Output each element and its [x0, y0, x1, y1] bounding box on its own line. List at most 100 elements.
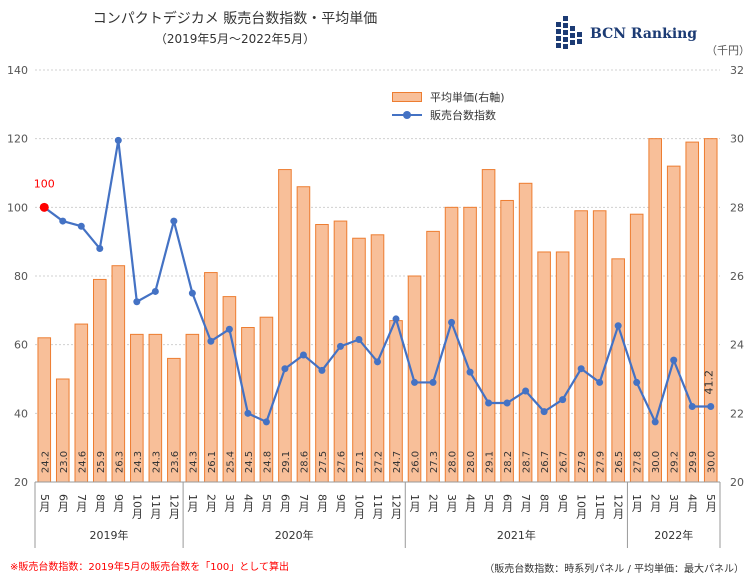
price-bar-label: 26.0 [411, 451, 422, 473]
sales-index-point [522, 387, 530, 395]
left-axis-tick-label: 60 [14, 339, 28, 352]
price-bar-label: 30.0 [651, 451, 662, 473]
month-tick-label: 12月 [167, 494, 180, 519]
sales-index-point [336, 342, 344, 350]
sales-index-point [225, 325, 233, 333]
sales-index-point [559, 396, 567, 404]
sales-index-end-label: 41.2 [703, 370, 716, 395]
price-bar-label: 27.3 [429, 451, 440, 473]
chart-subtitle: （2019年5月～2022年5月） [154, 32, 316, 46]
price-bar-label: 25.9 [96, 451, 107, 473]
price-bar [611, 258, 625, 483]
sales-index-point [96, 245, 104, 253]
month-tick-label: 3月 [223, 494, 236, 512]
sales-index-point [411, 378, 419, 386]
price-bar-label: 26.5 [614, 451, 625, 473]
price-bar [555, 251, 570, 483]
price-bar [481, 169, 496, 483]
month-tick-label: 3月 [667, 494, 680, 512]
month-tick-label: 7月 [75, 494, 88, 512]
price-bar-label: 27.8 [633, 451, 644, 473]
right-axis-tick-label: 20 [730, 476, 744, 489]
sales-index-point [114, 136, 122, 144]
month-tick-label: 6月 [501, 494, 514, 512]
price-bar-label: 28.2 [503, 451, 514, 473]
price-bar-label: 25.4 [225, 451, 236, 473]
price-bar-label: 27.9 [596, 451, 607, 473]
legend-bar-label: 平均単価(右軸) [430, 91, 505, 104]
price-bar-label: 24.3 [188, 451, 199, 473]
sales-index-point [39, 202, 49, 212]
price-bar-label: 27.1 [355, 451, 366, 473]
legend-item-line: 販売台数指数 [392, 106, 505, 124]
price-bar-label: 24.8 [262, 451, 273, 473]
month-tick-label: 10月 [352, 494, 365, 519]
price-bar [648, 138, 662, 483]
month-tick-label: 5月 [260, 494, 273, 512]
price-bar-label: 24.7 [392, 451, 403, 473]
left-axis-tick-label: 40 [14, 407, 28, 420]
sales-index-point [299, 351, 307, 359]
legend-item-bar: 平均単価(右軸) [392, 88, 505, 106]
month-tick-label: 2月 [427, 494, 440, 512]
sales-index-start-label: 100 [34, 177, 55, 190]
price-bar-label: 24.3 [151, 451, 162, 473]
sales-index-point [374, 358, 381, 366]
month-tick-label: 7月 [297, 494, 310, 512]
month-tick-label: 4月 [686, 494, 699, 512]
legend-line-label: 販売台数指数 [430, 109, 496, 122]
sales-index-point [466, 368, 474, 376]
sales-index-point [207, 337, 215, 345]
price-bar-label: 28.0 [466, 451, 477, 473]
price-bar-label: 30.0 [707, 451, 718, 473]
legend-line-swatch [392, 110, 422, 120]
month-tick-label: 1月 [630, 494, 643, 512]
month-tick-label: 5月 [704, 494, 717, 512]
month-tick-label: 11月 [371, 494, 384, 519]
bcn-logo-icon [556, 16, 582, 49]
month-tick-label: 10月 [130, 494, 143, 519]
month-tick-label: 11月 [593, 494, 606, 519]
sales-index-point [170, 217, 178, 225]
price-bar [592, 210, 607, 483]
sales-index-point [318, 366, 326, 374]
year-group-label: 2019年 [90, 528, 129, 542]
sales-index-point [188, 289, 196, 297]
price-bar-label: 26.7 [559, 451, 570, 473]
year-group-label: 2022年 [654, 528, 693, 542]
price-bar-label: 23.6 [170, 451, 181, 473]
chart-title: コンパクトデジカメ 販売台数指数・平均単価 [92, 11, 378, 27]
left-axis-tick-label: 140 [7, 64, 28, 77]
price-bar [278, 169, 292, 483]
price-bar [296, 186, 311, 483]
price-bar-label: 29.9 [688, 451, 699, 473]
sales-index-point [688, 402, 696, 410]
price-bar-label: 24.6 [77, 451, 88, 473]
left-axis-tick-label: 100 [7, 201, 28, 214]
right-axis-tick-label: 24 [730, 339, 744, 352]
right-axis-unit: （千円） [706, 44, 750, 57]
sales-index-point [355, 336, 363, 344]
price-bar-label: 24.2 [40, 451, 51, 473]
price-bar [685, 141, 700, 483]
price-bar-label: 26.7 [540, 451, 551, 473]
left-axis-tick-label: 80 [14, 270, 28, 283]
right-axis-tick-label: 26 [730, 270, 744, 283]
month-tick-label: 7月 [519, 494, 532, 512]
month-tick-label: 2月 [649, 494, 662, 512]
price-bar-label: 26.1 [207, 451, 218, 473]
right-axis-tick-label: 30 [730, 133, 744, 146]
month-tick-label: 6月 [56, 494, 69, 512]
sales-index-point [262, 418, 270, 426]
month-tick-label: 9月 [334, 494, 347, 512]
month-tick-label: 8月 [315, 494, 328, 512]
price-bar-label: 26.3 [114, 451, 125, 473]
month-tick-label: 9月 [112, 494, 125, 512]
price-bar [426, 230, 440, 483]
month-tick-label: 8月 [538, 494, 551, 512]
sales-index-point [59, 217, 67, 225]
sales-index-point [651, 418, 659, 426]
sales-index-point [540, 408, 548, 416]
price-bar-label: 28.6 [299, 451, 310, 473]
month-tick-label: 11月 [149, 494, 162, 519]
